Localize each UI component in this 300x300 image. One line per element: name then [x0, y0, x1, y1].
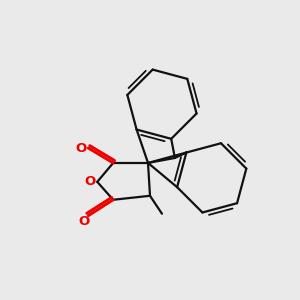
- Text: O: O: [85, 176, 96, 188]
- Text: O: O: [76, 142, 87, 154]
- Text: O: O: [79, 215, 90, 228]
